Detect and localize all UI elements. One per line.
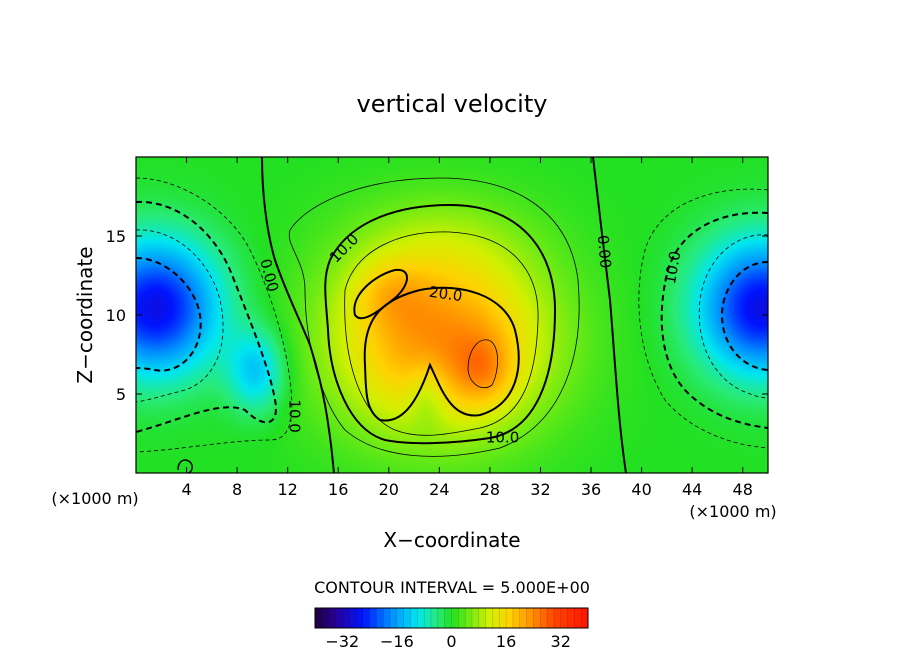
x-tick-label: 24 [429,480,449,499]
colorbar-segments [314,608,589,628]
colorbar-tick-label: 32 [551,632,571,651]
contour-pos-25 [467,339,498,389]
colorbar-segment [335,608,343,628]
x-axis-label: X−coordinate [383,528,520,552]
x-tick-label: 32 [530,480,550,499]
chart-title: vertical velocity [357,90,548,118]
contour-neg-5-right [638,188,768,449]
colorbar-segment [431,608,439,628]
colorbar-segment [553,608,562,628]
colorbar-segment [410,608,418,628]
colorbar-tick-label: 0 [446,632,456,651]
colorbar-segment [465,608,473,628]
x-tick-label: 12 [278,480,298,499]
contour-zero-left [261,157,335,473]
colorbar-segment [492,608,500,628]
contour-neg-20-right [720,261,768,371]
contour-pos-10 [324,203,557,445]
contour-neg-10-left [136,200,277,433]
y-tick-label: 15 [106,227,126,246]
colorbar-segment [506,608,514,628]
x-tick-label: 48 [733,480,753,499]
colorbar-segment [485,608,493,628]
colorbar-segment [444,608,452,628]
colorbar-segment [581,608,589,628]
colorbar-segment [349,608,357,628]
colorbar-segment [424,608,432,628]
colorbar-frame [314,607,589,629]
colorbar-segment [526,608,534,628]
x-tick-label: 20 [379,480,399,499]
contour-interval-text: CONTOUR INTERVAL = 5.000E+00 [314,578,590,597]
colorbar-segment [574,608,582,628]
colorbar-segment [471,608,480,628]
colorbar-segment [437,608,446,628]
x-unit-left: (×1000 m) [51,489,138,508]
contour-label: 20.0 [428,283,464,305]
contour-label: 10.0 [661,250,685,286]
colorbar-segment [403,608,412,628]
contour-label: 10.0 [286,399,304,432]
x-tick-label: 4 [181,480,191,499]
colorbar-segment [390,608,398,628]
contour-pos-20 [363,286,520,422]
contour-lines [136,157,768,473]
contour-neg-15-left [136,229,224,403]
contour-neg-15-right [698,234,768,399]
colorbar-segment [328,608,336,628]
colorbar-ticks: −32 −16 0 16 32 [325,632,570,651]
colorbar-segment [478,608,487,628]
contour-pos-20-top [353,268,408,320]
colorbar-segment [533,608,541,628]
colorbar-tick-label: −32 [325,632,359,651]
contour-label: 10.0 [486,429,519,447]
colorbar-segment [499,608,507,628]
contour-neg-5-left [136,177,293,453]
x-tick-label: 16 [328,480,348,499]
colorbar-segment [547,608,555,628]
x-tick-label: 44 [682,480,702,499]
colorbar-segment [355,608,364,628]
colorbar-segment [567,608,575,628]
y-tick-label: 10 [106,306,126,325]
contour-zero-right [592,157,627,473]
x-tick-label: 28 [480,480,500,499]
colorbar-segment [396,608,405,628]
contour-label: 0.00 [594,234,615,269]
colorbar-segment [315,608,323,628]
colorbar-segment [519,608,528,628]
colorbar-segment [321,608,330,628]
colorbar-segment [376,608,384,628]
colorbar-segment [362,608,371,628]
x-unit-right: (×1000 m) [689,502,776,521]
y-tick-label: 5 [116,385,126,404]
colorbar-segment [369,608,377,628]
colorbar-segment [417,608,425,628]
x-tick-label: 8 [232,480,242,499]
contour-neg-10-right [660,211,768,429]
colorbar-segment [512,608,521,628]
contour-pos-5 [288,177,580,457]
y-axis-label: Z−coordinate [73,246,97,383]
colorbar-segment [540,608,548,628]
colorbar-tick-label: −16 [380,632,414,651]
colorbar-segment [451,608,459,628]
colorbar-segment [458,608,466,628]
colorbar-segment [560,608,569,628]
x-axis-ticks: 4 8 12 16 20 24 28 32 36 40 44 48 [181,157,753,499]
colorbar-segment [342,608,350,628]
x-tick-label: 36 [581,480,601,499]
colorbar: −32 −16 0 16 32 [314,607,589,651]
contour-neg-20-left [136,257,202,372]
x-tick-label: 40 [631,480,651,499]
y-axis-ticks: 5 10 15 [106,227,768,404]
contour-small-ring [177,459,193,473]
colorbar-tick-label: 16 [496,632,516,651]
colorbar-segment [383,608,391,628]
